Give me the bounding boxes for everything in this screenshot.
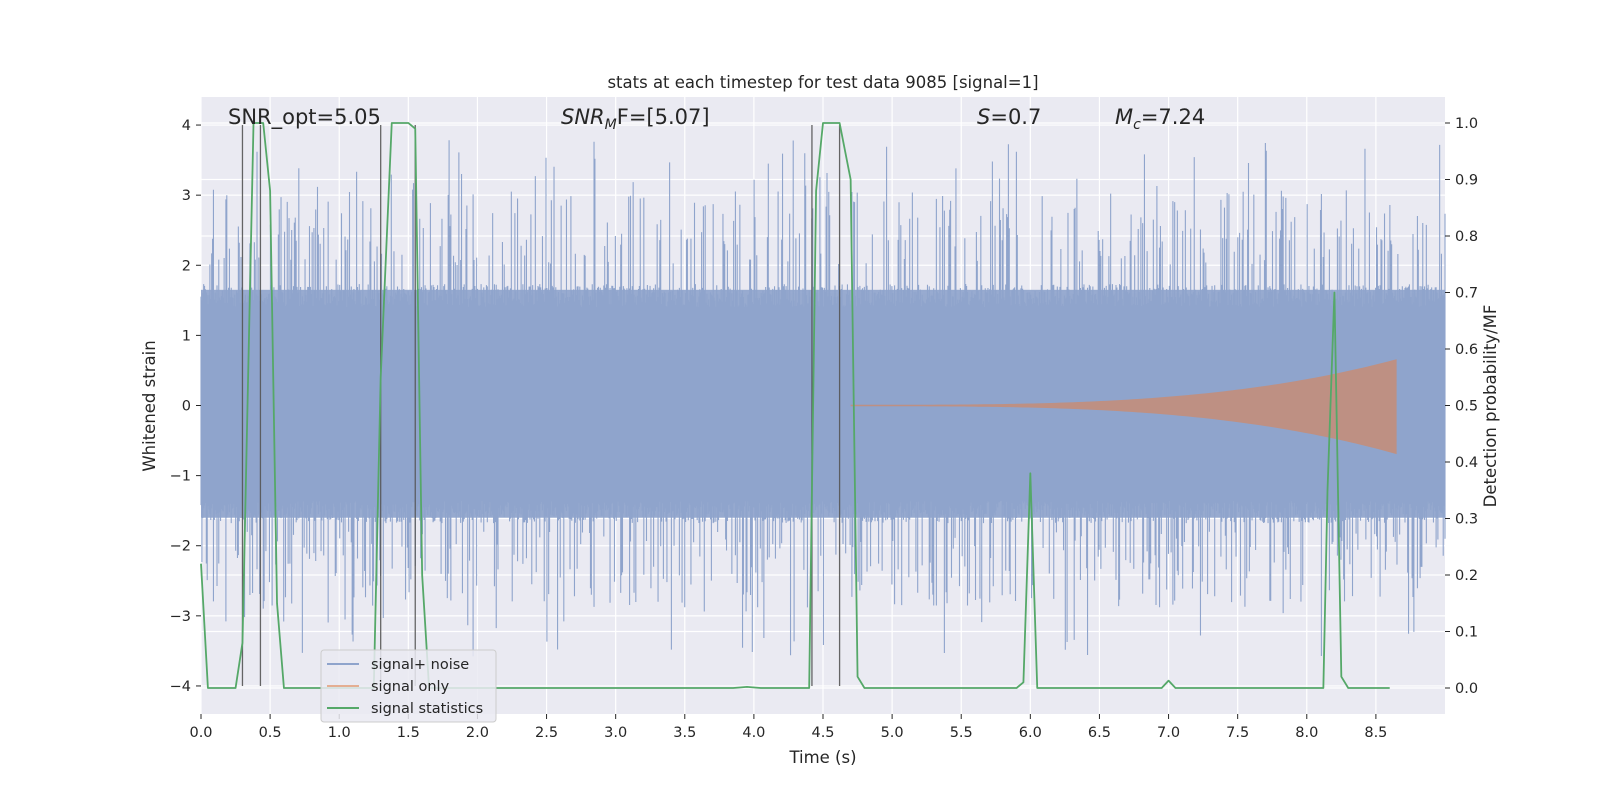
s-value: =0.7: [990, 105, 1041, 129]
mc-value: =7.24: [1141, 105, 1205, 129]
x-tick-label: 5.0: [881, 725, 904, 741]
y2-tick-label: 0.6: [1455, 342, 1478, 358]
y2-axis-label: Detection probability/MF: [1481, 305, 1500, 508]
legend-stats-label: signal statistics: [371, 701, 483, 717]
y2-tick-label: 0.2: [1455, 568, 1478, 584]
x-tick-label: 5.5: [950, 725, 973, 741]
y2-tick-label: 0.5: [1455, 399, 1478, 415]
y-axis-label: Whitened strain: [140, 340, 159, 471]
detection-vertical-lines: [241, 125, 841, 686]
y-tick-label: 4: [182, 118, 191, 134]
legend-signal-label: signal only: [371, 679, 450, 695]
s-annotation: S=0.7: [977, 105, 1041, 129]
y-tick-label: −4: [170, 679, 191, 695]
y-axis-ticks: 4 3 2 1 0 −1 −2 −3 −4: [170, 118, 201, 695]
noise-trace: [200, 140, 1446, 657]
signal-statistics-series: [200, 122, 1390, 689]
x-tick-label: 1.0: [328, 725, 351, 741]
mc-annotation: Mc=7.24: [1115, 105, 1205, 133]
y-tick-label: 1: [182, 328, 191, 344]
mc-subscript: c: [1133, 117, 1141, 133]
x-tick-label: 8.0: [1295, 725, 1318, 741]
snr-mf-annotation: SNRMF=[5.07]: [561, 105, 710, 133]
y2-tick-label: 0.9: [1455, 172, 1478, 188]
x-axis-ticks: 0.0 0.5 1.0 1.5 2.0 2.5 3.0 3.5 4.0 4.5 5.0 5.5 6.0 6…: [189, 714, 1387, 741]
x-tick-label: 2.5: [535, 725, 558, 741]
y-tick-label: 0: [182, 399, 191, 415]
x-tick-label: 0.0: [189, 725, 212, 741]
snr-mf-value: F=[5.07]: [617, 105, 710, 129]
y2-tick-label: 0.3: [1455, 512, 1478, 528]
x-tick-label: 6.5: [1088, 725, 1111, 741]
signal-only-series: [850, 359, 1397, 455]
x-tick-label: 4.0: [742, 725, 765, 741]
y-tick-label: −3: [170, 609, 191, 625]
mc-letter: M: [1115, 105, 1133, 129]
snr-opt-annotation: SNR_opt=5.05: [228, 105, 381, 130]
y2-tick-label: 0.7: [1455, 285, 1478, 301]
legend: signal+ noise signal only signal statist…: [320, 649, 497, 723]
y2-tick-label: 0.1: [1455, 625, 1478, 641]
legend-box: [320, 649, 497, 723]
x-tick-label: 1.5: [397, 725, 420, 741]
chart-title: stats at each timestep for test data 908…: [607, 73, 1038, 92]
x-tick-label: 0.5: [259, 725, 282, 741]
snr-mf-subscript: M: [605, 117, 617, 133]
y-tick-label: 2: [182, 258, 191, 274]
legend-noise-label: signal+ noise: [371, 657, 469, 673]
y-tick-label: −2: [170, 539, 191, 555]
y2-tick-label: 0.4: [1455, 455, 1478, 471]
y-tick-label: −1: [170, 469, 191, 485]
x-tick-label: 3.0: [604, 725, 627, 741]
y-tick-label: 3: [182, 188, 191, 204]
x-tick-label: 2.0: [466, 725, 489, 741]
x-axis-label: Time (s): [788, 748, 856, 767]
x-tick-label: 7.5: [1226, 725, 1249, 741]
s-letter: S: [977, 105, 990, 129]
x-tick-label: 8.5: [1364, 725, 1387, 741]
snr-mf-prefix: SNR: [561, 105, 605, 129]
x-tick-label: 4.5: [811, 725, 834, 741]
x-tick-label: 6.0: [1019, 725, 1042, 741]
stats-line: [200, 122, 1390, 689]
x-tick-label: 7.0: [1157, 725, 1180, 741]
y2-tick-label: 1.0: [1455, 116, 1478, 132]
y2-tick-label: 0.8: [1455, 229, 1478, 245]
y2-tick-label: 0.0: [1455, 681, 1478, 697]
x-tick-label: 3.5: [673, 725, 696, 741]
y2-axis-ticks: 1.0 0.9 0.8 0.7 0.6 0.5 0.4 0.3 0.2 0.1 0.0: [1445, 116, 1478, 697]
chirp-fill: [850, 359, 1397, 455]
